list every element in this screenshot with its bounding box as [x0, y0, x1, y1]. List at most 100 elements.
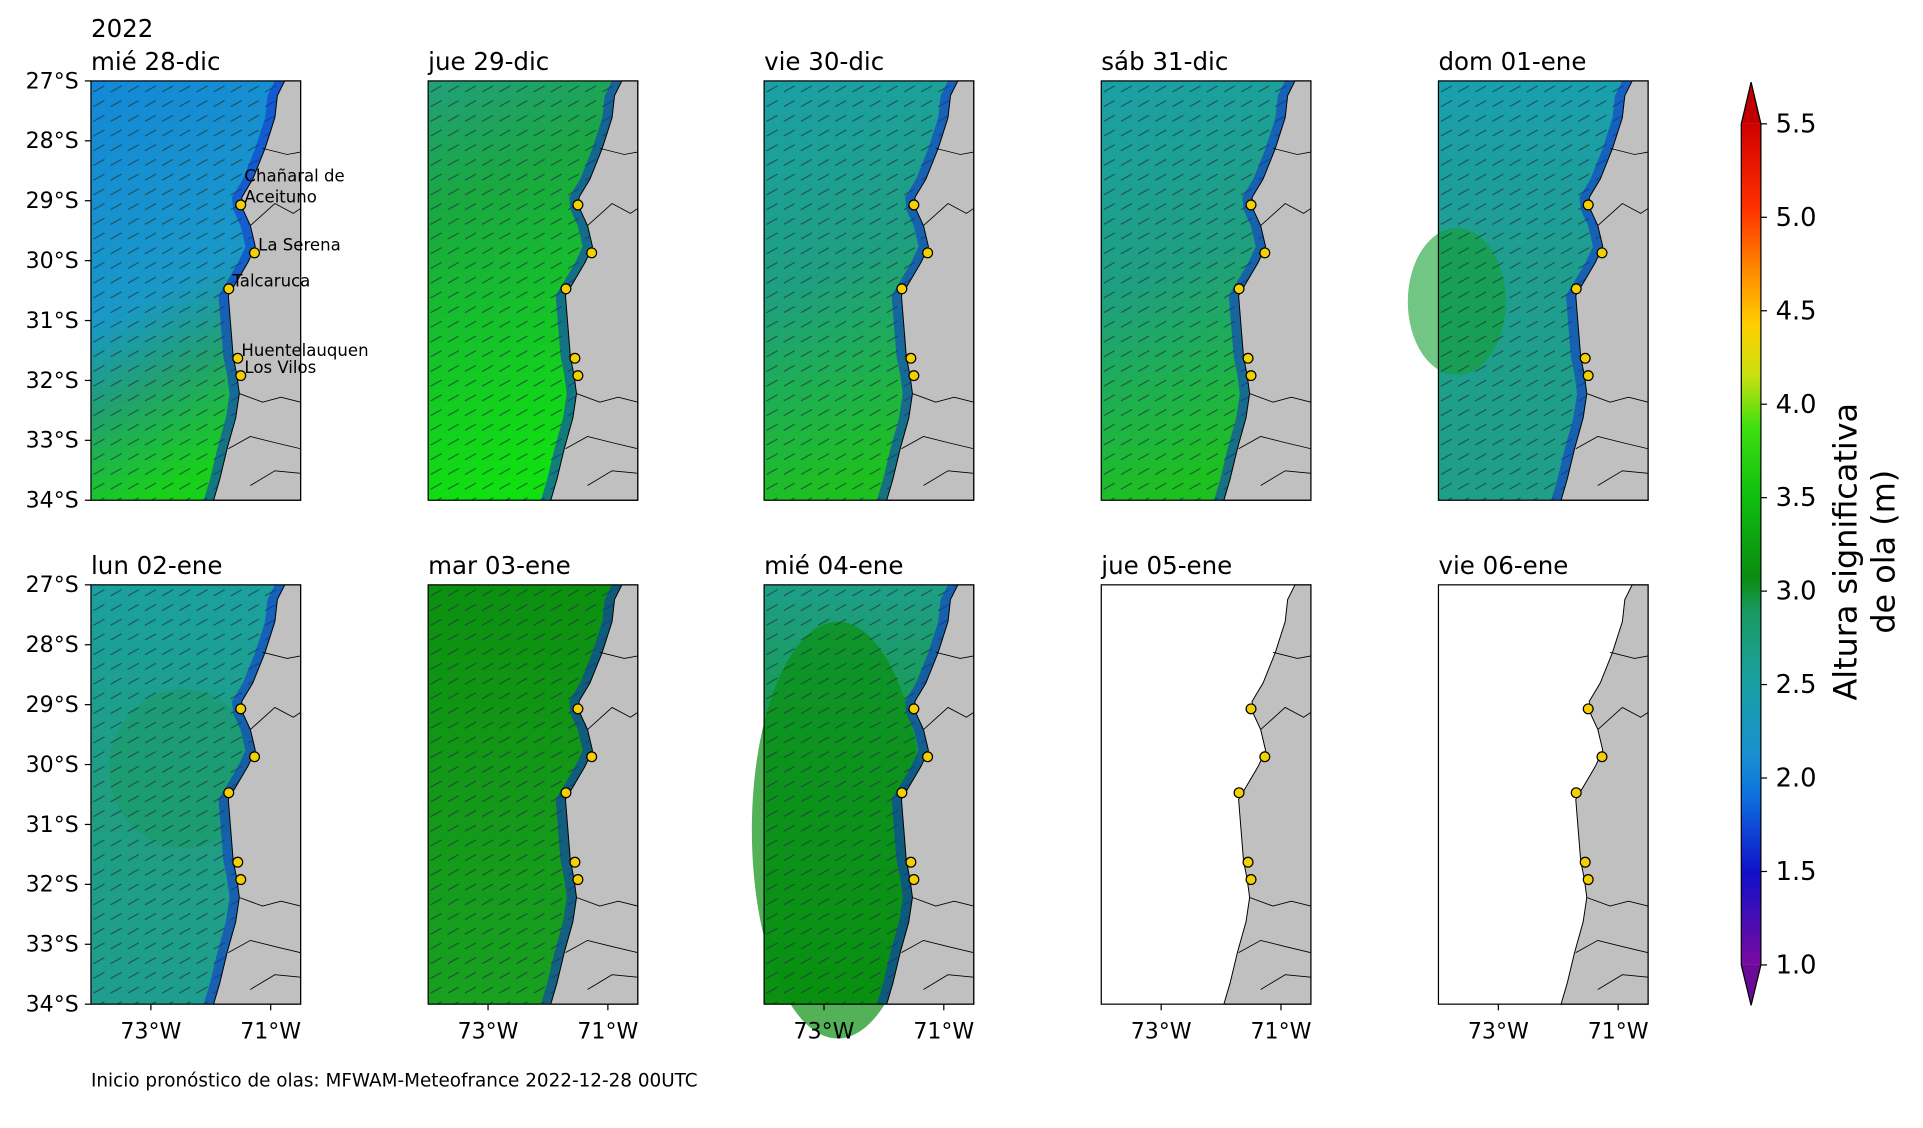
panel-frame	[90, 584, 302, 1005]
city-label-line: Talcaruca	[231, 271, 310, 290]
city-marker	[1242, 856, 1254, 868]
border	[912, 897, 974, 907]
panel-frame	[763, 80, 975, 501]
border	[250, 203, 301, 226]
city-marker	[235, 370, 247, 382]
border	[587, 706, 639, 730]
land	[550, 80, 639, 501]
lon-tick-label: 73°W	[120, 1019, 181, 1044]
border	[923, 203, 974, 226]
border	[935, 147, 974, 155]
colorbar-tick-label: 3.0	[1776, 577, 1817, 607]
city-label-line: Aceituno	[244, 187, 317, 206]
city-marker	[572, 874, 584, 886]
border	[587, 974, 638, 990]
city-marker	[908, 370, 920, 382]
border	[1260, 974, 1311, 990]
panel-title: mar 03-ene	[428, 551, 571, 580]
colorbar-tick-label: 4.0	[1776, 390, 1817, 420]
border	[923, 974, 974, 990]
city-marker	[922, 751, 934, 763]
border	[1238, 436, 1312, 450]
city-marker	[560, 283, 572, 295]
lon-tick-label: 73°W	[794, 1019, 855, 1044]
city-marker	[905, 856, 917, 868]
city-marker	[232, 856, 244, 868]
panel-title: lun 02-ene	[91, 551, 222, 580]
lat-tick-label: 27°S	[26, 573, 79, 598]
city-marker	[908, 874, 920, 886]
city-marker	[1579, 856, 1591, 868]
border	[1575, 436, 1649, 450]
border	[901, 939, 974, 954]
land	[1560, 80, 1649, 501]
colorbar-extend-top	[1741, 82, 1761, 124]
city-label-line: Chañaral de	[244, 167, 344, 186]
border	[1260, 470, 1311, 486]
panel-title: mié 04-ene	[764, 551, 903, 580]
city-label: Talcaruca	[231, 271, 310, 290]
city-marker	[896, 283, 908, 295]
map-panel: jue 05-ene 73°W 71°W	[1100, 551, 1311, 1045]
city-marker	[1582, 703, 1594, 715]
lat-tick-label: 31°S	[26, 309, 79, 334]
city-marker	[232, 352, 244, 364]
map-panel: mar 03-ene 73°W 71°W	[427, 551, 639, 1044]
lon-tick-label: 71°W	[240, 1019, 301, 1044]
land	[212, 584, 302, 1005]
city-marker	[1596, 751, 1608, 763]
lat-tick-label: 30°S	[26, 249, 79, 274]
colorbar-label-line: Altura significativa	[1827, 403, 1865, 701]
city-marker	[1579, 352, 1591, 364]
border	[262, 147, 301, 155]
city-marker	[572, 199, 584, 211]
border	[1249, 393, 1312, 403]
city-label: Los Vilos	[244, 358, 316, 377]
lon-tick-label: 73°W	[458, 1019, 519, 1044]
border	[576, 897, 638, 907]
city-marker	[908, 199, 920, 211]
city-marker	[1233, 787, 1245, 799]
panel-title: vie 30-dic	[764, 47, 884, 76]
city-label-line: Los Vilos	[244, 358, 316, 377]
city-marker	[1570, 283, 1582, 295]
city-label: La Serena	[258, 235, 341, 254]
city-marker	[223, 787, 235, 799]
city-marker	[1245, 874, 1257, 886]
city-marker	[572, 703, 584, 715]
city-label-line: Huentelauquen	[241, 341, 368, 360]
border	[912, 393, 974, 403]
lat-tick-label: 28°S	[26, 633, 79, 658]
land	[212, 80, 302, 501]
border	[228, 436, 301, 450]
border	[239, 393, 301, 403]
city-marker	[922, 247, 934, 259]
border	[1597, 470, 1649, 486]
border	[1272, 147, 1312, 155]
city-marker	[248, 751, 261, 763]
map-panel: dom 01-ene	[1407, 47, 1649, 501]
border	[1260, 203, 1312, 226]
colorbar-label-line: de ola (m)	[1865, 470, 1903, 634]
lon-tick-label: 73°W	[1131, 1019, 1192, 1044]
footer: Inicio pronóstico de olas: MFWAM-Meteofr…	[91, 1070, 698, 1091]
city-label: Huentelauquen	[241, 341, 368, 360]
panel-frame	[1437, 80, 1649, 501]
map-panel: lun 02-ene 27°S 28°S 29°S 30°S 31°S 32°S 33°S 34…	[26, 551, 302, 1045]
panel-title: jue 29-dic	[427, 47, 549, 76]
panel-frame	[427, 584, 639, 1005]
city-label: Chañaral de Aceituno	[244, 167, 344, 207]
city-marker	[1582, 370, 1594, 382]
colorbar-label: Altura significativade ola (m)	[1827, 403, 1903, 701]
colorbar	[1741, 123, 1761, 965]
border	[1609, 651, 1649, 659]
border	[923, 470, 974, 486]
city-marker	[896, 787, 908, 799]
panel-title: jue 05-ene	[1100, 551, 1232, 580]
city-marker	[586, 247, 598, 259]
panel-frame	[1437, 584, 1649, 1005]
lat-tick-label: 34°S	[26, 993, 79, 1018]
border	[587, 203, 639, 226]
border	[599, 147, 638, 155]
